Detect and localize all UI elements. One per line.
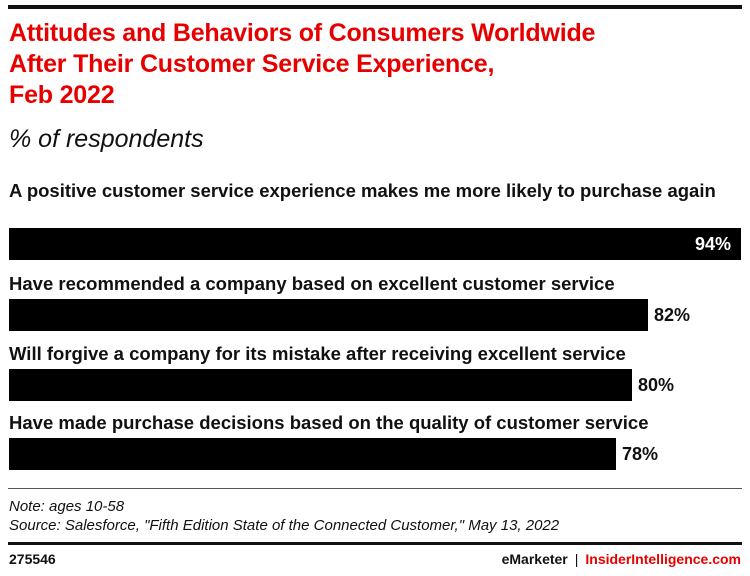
- bar-category-label: Have made purchase decisions based on th…: [9, 412, 649, 433]
- bar-value-label: 82%: [654, 305, 691, 325]
- bar-value-label: 78%: [622, 444, 659, 464]
- chart-subtitle: % of respondents: [9, 125, 204, 153]
- bar: [9, 438, 616, 470]
- brand-emarketer: eMarketer: [501, 551, 568, 567]
- bar: [9, 299, 648, 331]
- brand-separator: |: [574, 551, 579, 567]
- bar-category-label: Have recommended a company based on exce…: [9, 273, 615, 294]
- bar-value-label: 80%: [638, 375, 675, 395]
- bar-category-label: A positive customer service experience m…: [9, 180, 716, 201]
- chart-id: 275546: [9, 551, 56, 567]
- bar-category-label: Will forgive a company for its mistake a…: [9, 343, 626, 364]
- chart-source: Source: Salesforce, "Fifth Edition State…: [9, 517, 560, 534]
- bar: [9, 228, 741, 260]
- branding: eMarketer | InsiderIntelligence.com: [502, 550, 741, 568]
- note-divider: [8, 488, 742, 489]
- footer-rule: [8, 542, 742, 545]
- bar-value-label: 94%: [695, 234, 732, 254]
- bar: [9, 369, 632, 401]
- top-rule: [8, 5, 742, 9]
- brand-insider-intelligence[interactable]: InsiderIntelligence.com: [585, 551, 741, 567]
- chart-title: Attitudes and Behaviors of Consumers Wor…: [9, 19, 596, 109]
- chart-note: Note: ages 10-58: [9, 498, 125, 515]
